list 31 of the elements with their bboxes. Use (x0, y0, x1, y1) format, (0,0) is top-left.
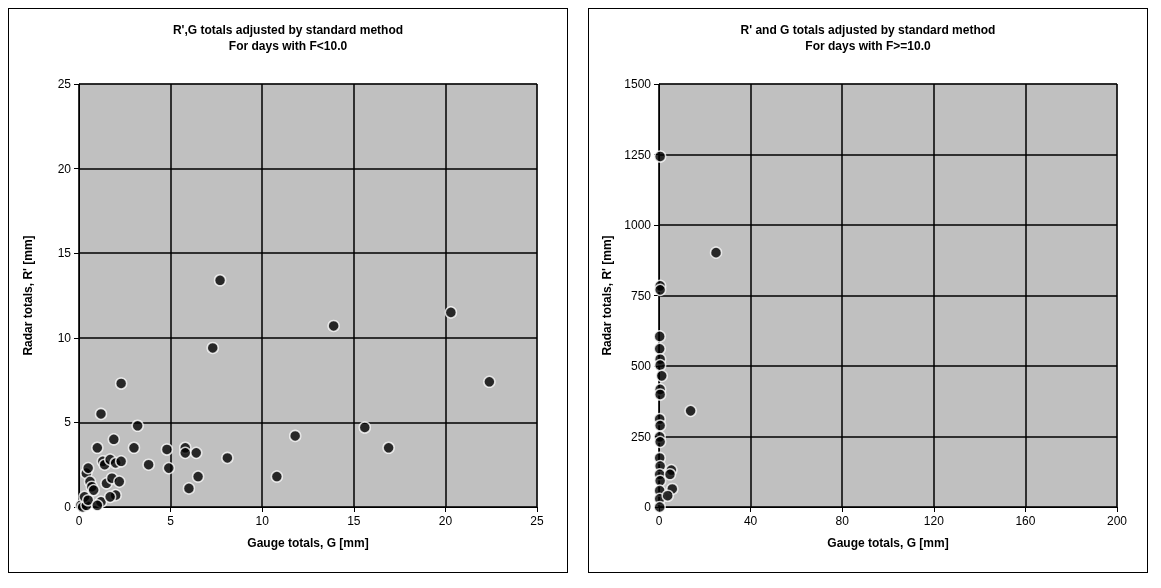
y-tick-label: 10 (57, 330, 72, 345)
y-tick-label: 250 (630, 429, 652, 444)
x-tick-label: 160 (1015, 514, 1036, 528)
y-tick-label: 0 (644, 500, 652, 514)
x-tick-label: 15 (347, 514, 361, 528)
y-axis-title: Radar totals, R' [mm] (21, 235, 35, 356)
y-tick-label: 1500 (624, 77, 652, 91)
x-tick-label: 20 (438, 514, 453, 528)
x-tick-label: 0 (655, 514, 663, 528)
y-tick-label: 15 (57, 246, 72, 261)
y-tick-label: 1250 (624, 147, 652, 162)
chart-title: R' and G totals adjusted by standard method For days with F>=10.0 (740, 23, 996, 53)
x-tick-label: 0 (75, 514, 83, 528)
x-tick-label: 25 (530, 514, 544, 528)
y-tick-label: 20 (57, 161, 72, 176)
x-axis-title: Gauge totals, G [mm] (827, 536, 949, 550)
chart-title: R',G totals adjusted by standard method For days with F<10.0 (172, 23, 404, 53)
x-tick-label: 10 (255, 514, 270, 528)
y-tick-label: 500 (630, 359, 652, 373)
x-tick-label: 5 (167, 514, 175, 528)
y-tick-label: 1000 (624, 218, 652, 232)
y-tick-label: 750 (630, 288, 652, 303)
x-tick-label: 120 (923, 514, 945, 528)
y-tick-label: 25 (57, 77, 72, 91)
y-axis-title: Radar totals, R' [mm] (600, 235, 615, 356)
y-tick-label: 0 (64, 500, 72, 514)
x-tick-label: 80 (835, 514, 850, 528)
y-tick-label: 5 (64, 415, 72, 430)
x-tick-label: 40 (743, 514, 758, 528)
x-tick-label: 200 (1106, 514, 1128, 528)
x-axis-title: Gauge totals, G [mm] (247, 536, 369, 550)
